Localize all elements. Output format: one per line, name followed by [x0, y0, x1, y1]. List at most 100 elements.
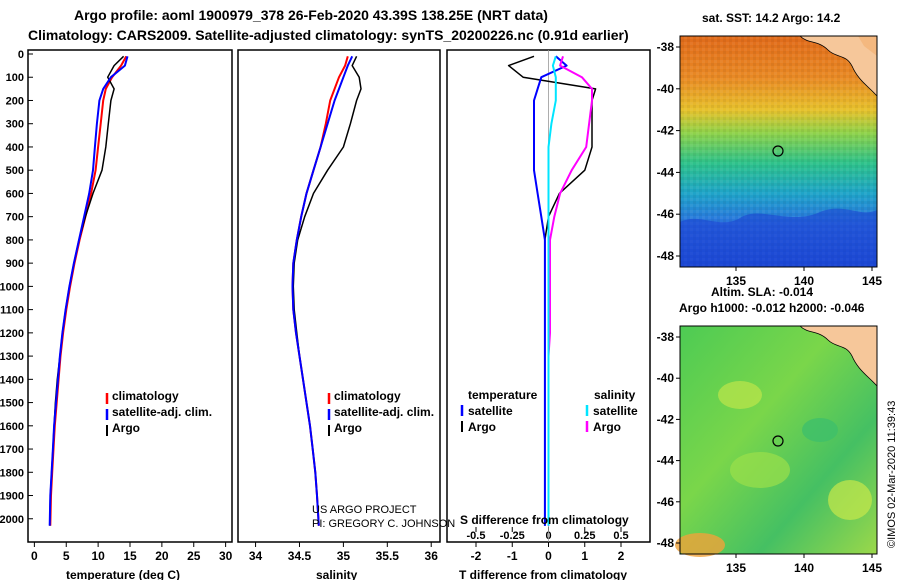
salinity-tick-label: 36 [425, 549, 439, 563]
longitude-tick-label: 145 [862, 561, 882, 575]
sst-longitude-axis: 135 140 145 [726, 267, 882, 288]
temperature-tick-label: 15 [123, 549, 137, 563]
depth-tick-label: 1200 [0, 328, 24, 340]
legend-label-argo: Argo [334, 421, 362, 435]
latitude-tick-label: -40 [657, 371, 675, 385]
salinity-axis: 34 34.5 35 35.5 36 [249, 542, 438, 563]
satellite-t-difference-line [533, 55, 568, 526]
depth-tick-label: 1700 [0, 444, 24, 456]
s-difference-tick-label: 0.5 [613, 530, 628, 542]
depth-tick-label: 2000 [0, 514, 24, 526]
legend-label-t-argo: Argo [468, 420, 496, 434]
depth-tick-label: 1800 [0, 467, 24, 479]
depth-tick-label: 1900 [0, 491, 24, 503]
principal-investigator: PI: GREGORY C. JOHNSON [312, 518, 456, 530]
depth-tick-label: 1400 [0, 374, 24, 386]
depth-tick-label: 300 [6, 119, 24, 131]
depth-tick-label: 800 [6, 235, 24, 247]
legend-label-climatology: climatology [112, 389, 179, 403]
temperature-panel: 0100200300400500600700800900100011001200… [0, 49, 451, 580]
sla-argo-title: Argo h1000: -0.012 h2000: -0.046 [679, 301, 865, 315]
latitude-tick-label: -42 [657, 124, 675, 138]
sst-map-title: sat. SST: 14.2 Argo: 14.2 [702, 11, 841, 25]
cold-water-band [680, 208, 877, 267]
salinity-tick-label: 34.5 [288, 549, 312, 563]
legend-label-satellite: satellite-adj. clim. [112, 405, 212, 419]
depth-tick-label: 600 [6, 188, 24, 200]
latitude-tick-label: -48 [657, 536, 675, 550]
salinity-tick-label: 35.5 [376, 549, 400, 563]
legend-heading-salinity: salinity [594, 388, 636, 402]
salinity-axis-label: salinity [316, 568, 358, 580]
latitude-tick-label: -40 [657, 82, 675, 96]
temperature-plot-frame [27, 49, 233, 543]
t-difference-tick-label: -1 [507, 549, 518, 563]
latitude-tick-label: -46 [657, 207, 675, 221]
project-name: US ARGO PROJECT [312, 504, 417, 516]
t-difference-tick-label: 1 [581, 549, 588, 563]
s-difference-tick-label: 0.25 [574, 530, 595, 542]
legend-label-s-argo: Argo [593, 420, 621, 434]
satellite-line [291, 55, 354, 526]
longitude-tick-label: 135 [726, 561, 746, 575]
t-difference-tick-label: 2 [618, 549, 625, 563]
salinity-tick-label: 34 [249, 549, 263, 563]
latitude-tick-label: -48 [657, 249, 675, 263]
longitude-tick-label: 145 [862, 274, 882, 288]
latitude-tick-label: -46 [657, 495, 675, 509]
satellite-s-difference-line [547, 56, 557, 526]
temperature-series [48, 55, 129, 526]
s-difference-tick-label: -0.5 [467, 530, 486, 542]
sla-map: -38 -40 -42 -44 -46 -48 135 140 145 [657, 325, 882, 575]
s-difference-tick-label: -0.25 [500, 530, 525, 542]
legend-label-s-satellite: satellite [593, 404, 638, 418]
s-difference-label: S difference from climatology [460, 513, 629, 527]
longitude-tick-label: 140 [794, 274, 814, 288]
difference-series [507, 50, 597, 542]
latitude-tick-label: -42 [657, 412, 675, 426]
latitude-tick-label: -44 [657, 165, 675, 179]
depth-tick-label: 900 [6, 258, 24, 270]
depth-axis: 0 100 200 300 400 500 600 700 800 900 1000 1100 1200… [0, 49, 451, 526]
depth-tick-label: 100 [6, 72, 24, 84]
imos-timestamp: ©IMOS 02-Mar-2020 11:39:43 [886, 400, 898, 548]
legend-label-satellite: satellite-adj. clim. [334, 405, 434, 419]
temperature-tick-label: 25 [187, 549, 201, 563]
depth-tick-label: 1300 [0, 351, 24, 363]
temperature-tick-label: 30 [219, 549, 233, 563]
salinity-plot-frame [237, 49, 441, 543]
temperature-tick-label: 10 [91, 549, 105, 563]
legend-label-argo: Argo [112, 421, 140, 435]
temperature-tick-label: 5 [63, 549, 70, 563]
t-difference-tick-label: -2 [471, 549, 482, 563]
longitude-tick-label: 140 [794, 561, 814, 575]
t-difference-axis-label: T difference from climatology [459, 568, 627, 580]
temperature-tick-label: 20 [155, 549, 169, 563]
salinity-legend: climatology satellite-adj. clim. Argo [327, 389, 434, 436]
sla-map-coastline [799, 325, 878, 388]
depth-tick-label: 1100 [0, 305, 24, 317]
float-position-marker [772, 435, 784, 447]
sla-latitude-axis: -38 -40 -42 -44 -46 -48 [657, 330, 680, 550]
depth-tick-label: 1600 [0, 421, 24, 433]
temperature-tick-label: 0 [31, 549, 38, 563]
latitude-tick-label: -38 [657, 330, 675, 344]
salinity-series [291, 55, 362, 526]
sst-map-coastline [799, 35, 878, 98]
depth-tick-label: 1500 [0, 398, 24, 410]
t-difference-axis: -2 -1 0 1 2 [471, 542, 625, 563]
sla-longitude-axis: 135 140 145 [726, 554, 882, 575]
sla-map-title: Altim. SLA: -0.014 [711, 285, 814, 299]
legend-heading-temperature: temperature [468, 388, 538, 402]
legend-label-t-satellite: satellite [468, 404, 513, 418]
float-position-marker [772, 145, 784, 157]
difference-legend: temperature satellite Argo salinity sate… [460, 388, 638, 434]
depth-tick-label: 700 [6, 212, 24, 224]
profile-title: Argo profile: aoml 1900979_378 26-Feb-20… [74, 7, 548, 23]
depth-tick-label: 200 [6, 95, 24, 107]
longitude-tick-label: 135 [726, 274, 746, 288]
climatology-subtitle: Climatology: CARS2009. Satellite-adjuste… [28, 27, 629, 43]
temperature-legend: climatology satellite-adj. clim. Argo [105, 389, 212, 436]
legend-label-climatology: climatology [334, 389, 401, 403]
